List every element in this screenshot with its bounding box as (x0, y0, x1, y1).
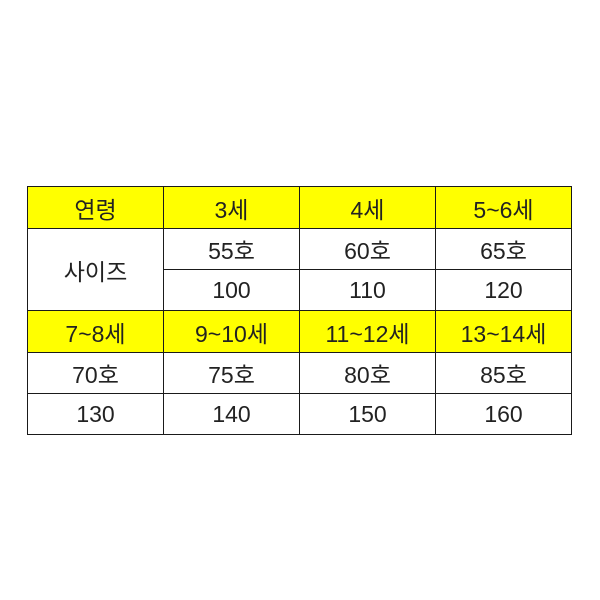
table-cell: 130 (27, 393, 164, 435)
table-row: 70호 75호 80호 85호 (27, 352, 572, 394)
table-cell: 110 (299, 269, 436, 311)
table-cell: 140 (163, 393, 300, 435)
size-chart-table: 연령 3세 4세 5~6세 사이즈 55호 60호 65호 100 110 12… (27, 186, 572, 435)
header-cell: 11~12세 (299, 310, 436, 353)
table-cell: 100 (163, 269, 300, 311)
table-cell: 70호 (27, 352, 164, 394)
header-row-1: 연령 3세 4세 5~6세 (27, 186, 572, 229)
table-cell: 150 (299, 393, 436, 435)
size-label-cell: 사이즈 (27, 228, 164, 311)
header-cell: 연령 (27, 186, 164, 229)
header-cell: 13~14세 (435, 310, 572, 353)
table-cell: 120 (435, 269, 572, 311)
table-cell: 55호 (163, 228, 300, 270)
table-cell: 65호 (435, 228, 572, 270)
header-cell: 7~8세 (27, 310, 164, 353)
header-cell: 9~10세 (163, 310, 300, 353)
table-row: 130 140 150 160 (27, 393, 572, 435)
header-cell: 3세 (163, 186, 300, 229)
header-row-2: 7~8세 9~10세 11~12세 13~14세 (27, 310, 572, 353)
header-cell: 5~6세 (435, 186, 572, 229)
table-cell: 60호 (299, 228, 436, 270)
table-cell: 160 (435, 393, 572, 435)
table-row: 사이즈 55호 60호 65호 (27, 228, 572, 311)
table-cell: 80호 (299, 352, 436, 394)
table-row: 100 110 120 (28, 269, 572, 311)
table-cell: 85호 (435, 352, 572, 394)
table-cell: 75호 (163, 352, 300, 394)
header-cell: 4세 (299, 186, 436, 229)
